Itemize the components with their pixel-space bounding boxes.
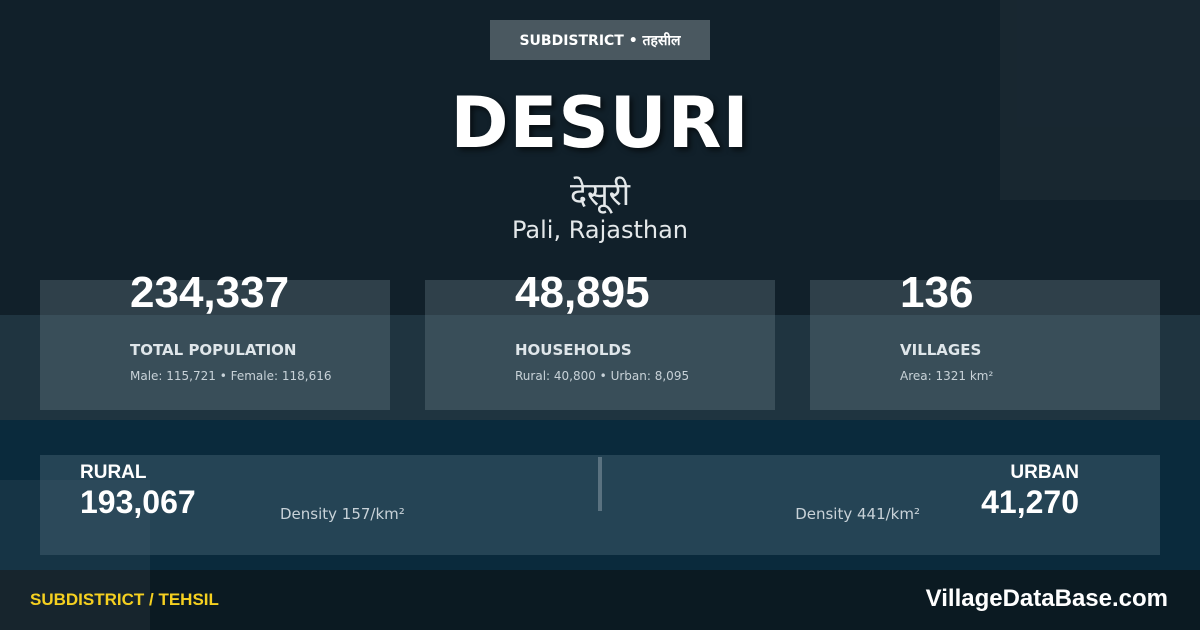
stat-value: 234,337 bbox=[130, 268, 290, 317]
rural-value: 193,067 bbox=[80, 484, 196, 520]
stat-value: 136 bbox=[900, 268, 974, 317]
brand-logo: VillageDataBase.com bbox=[925, 585, 1168, 612]
hindi-title: देसूरी bbox=[569, 175, 630, 213]
divider bbox=[598, 457, 602, 511]
stat-detail: Rural: 40,800 • Urban: 8,095 bbox=[515, 369, 690, 383]
page-title: DESURI bbox=[450, 82, 750, 164]
stat-detail: Area: 1321 km² bbox=[900, 369, 994, 383]
stat-label: TOTAL POPULATION bbox=[130, 341, 297, 359]
rural-density: Density 157/km² bbox=[280, 505, 405, 523]
stat-card-population: 234,337 TOTAL POPULATION Male: 115,721 •… bbox=[40, 268, 390, 410]
urban-density: Density 441/km² bbox=[795, 505, 920, 523]
stat-label: VILLAGES bbox=[900, 341, 982, 359]
stat-detail: Male: 115,721 • Female: 118,616 bbox=[130, 369, 332, 383]
urban-value: 41,270 bbox=[981, 484, 1079, 520]
footer-bar bbox=[0, 570, 1200, 630]
footer-tag: SUBDISTRICT / TEHSIL bbox=[30, 590, 219, 609]
urban-label: URBAN bbox=[1010, 462, 1079, 483]
stat-value: 48,895 bbox=[515, 268, 650, 317]
stat-label: HOUSEHOLDS bbox=[515, 341, 632, 359]
type-badge: SUBDISTRICT • तहसील bbox=[490, 20, 710, 60]
decor-square bbox=[0, 480, 150, 630]
stat-card-villages: 136 VILLAGES Area: 1321 km² bbox=[810, 268, 1160, 410]
location: Pali, Rajasthan bbox=[512, 216, 688, 244]
rural-label: RURAL bbox=[80, 462, 147, 483]
stat-card-households: 48,895 HOUSEHOLDS Rural: 40,800 • Urban:… bbox=[425, 268, 775, 410]
background-band bbox=[0, 315, 1200, 420]
